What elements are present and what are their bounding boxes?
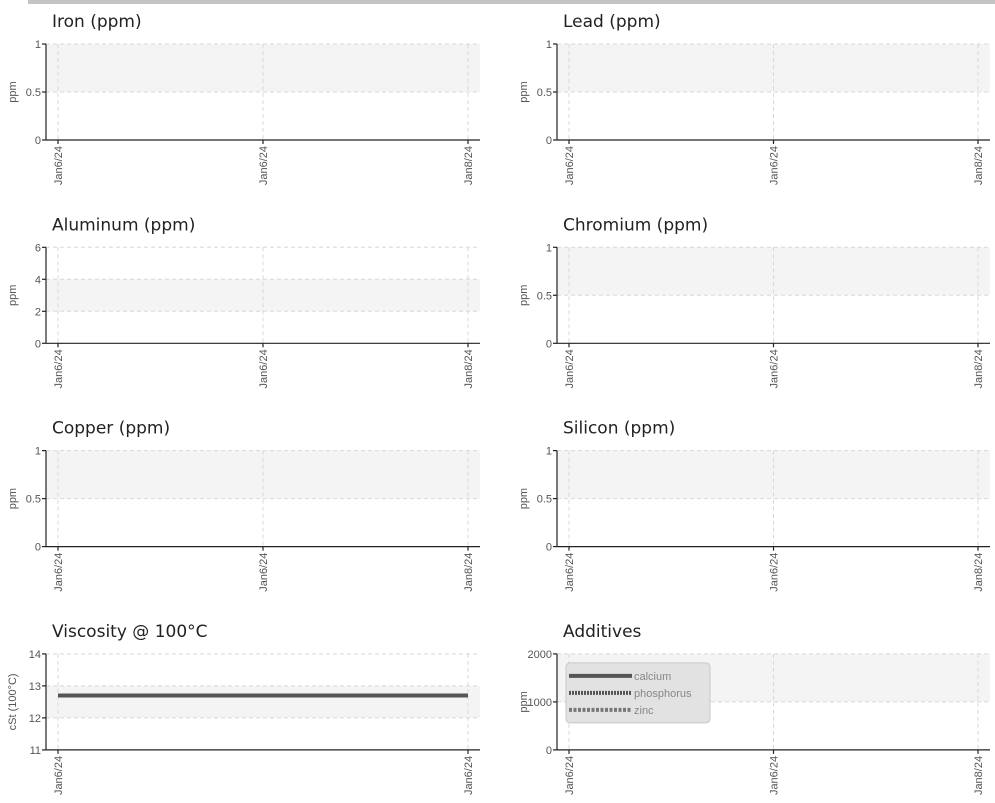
legend-label: calcium — [634, 671, 671, 683]
x-tick-label: Jan8/24 — [463, 553, 475, 592]
chart-panel: Viscosity @ 100°C 11 12 13 14 Jan6/24 Jan6/24 c… — [7, 622, 480, 795]
y-tick-label: 1 — [546, 242, 552, 254]
chart-panel: Aluminum (ppm) 0 2 4 6 Jan6/24 Jan6/24 Jan8/24 p… — [7, 215, 480, 388]
x-tick-label: Jan6/24 — [769, 553, 781, 592]
x-tick-label: Jan8/24 — [973, 756, 985, 795]
y-tick-label: 2000 — [528, 649, 552, 661]
chart-panel: Chromium (ppm) 0 0.5 1 Jan6/24 Jan6/24 Jan8/24… — [518, 215, 990, 388]
y-tick-label: 1000 — [528, 697, 552, 709]
y-tick-label: 0.5 — [537, 290, 552, 302]
x-tick-label: Jan6/24 — [564, 349, 576, 388]
y-tick-label: 13 — [29, 681, 41, 693]
x-tick-label: Jan6/24 — [258, 349, 270, 388]
x-tick-label: Jan8/24 — [973, 349, 985, 388]
chart-panel: Lead (ppm) 0 0.5 1 Jan6/24 Jan6/24 Jan8/24 ppm — [518, 12, 990, 185]
chart-title: Chromium (ppm) — [563, 215, 708, 235]
x-tick-label: Jan6/24 — [53, 349, 65, 388]
y-tick-label: 1 — [35, 39, 41, 51]
y-tick-label: 1 — [546, 39, 552, 51]
chart-title: Copper (ppm) — [52, 419, 170, 439]
chart-title: Iron (ppm) — [52, 12, 142, 32]
chart-title: Additives — [563, 622, 642, 642]
y-tick-label: 1 — [546, 446, 552, 458]
x-tick-label: Jan8/24 — [463, 349, 475, 388]
chart-title: Aluminum (ppm) — [52, 215, 195, 235]
x-tick-label: Jan6/24 — [564, 146, 576, 185]
y-tick-label: 0 — [35, 542, 41, 554]
normal-range-band — [46, 685, 480, 718]
x-tick-label: Jan6/24 — [53, 146, 65, 185]
y-tick-label: 0 — [546, 745, 552, 757]
legend-label: zinc — [634, 705, 654, 717]
y-tick-label: 11 — [30, 745, 41, 757]
x-tick-label: Jan6/24 — [564, 756, 576, 795]
x-tick-label: Jan6/24 — [463, 756, 475, 795]
y-axis-label: cSt (100°C) — [7, 673, 19, 730]
x-tick-label: Jan8/24 — [973, 146, 985, 185]
x-tick-label: Jan8/24 — [973, 553, 985, 592]
y-tick-label: 0.5 — [537, 494, 552, 506]
y-axis-label: ppm — [7, 81, 19, 102]
chart-panel: Silicon (ppm) 0 0.5 1 Jan6/24 Jan6/24 Jan8/24 p… — [518, 419, 990, 592]
y-tick-label: 14 — [29, 649, 41, 661]
y-axis-label: ppm — [518, 81, 530, 102]
top-bar — [28, 0, 995, 4]
y-axis-label: ppm — [518, 285, 530, 306]
x-tick-label: Jan6/24 — [53, 756, 65, 795]
y-tick-label: 4 — [35, 274, 41, 286]
y-axis-label: ppm — [7, 488, 19, 509]
x-tick-label: Jan6/24 — [769, 756, 781, 795]
y-tick-label: 12 — [29, 713, 41, 725]
y-tick-label: 6 — [35, 242, 41, 254]
y-tick-label: 0.5 — [26, 87, 41, 99]
chart-panel: Copper (ppm) 0 0.5 1 Jan6/24 Jan6/24 Jan8/24 pp… — [7, 419, 480, 592]
chart-title: Silicon (ppm) — [563, 419, 675, 439]
y-tick-label: 0.5 — [26, 494, 41, 506]
chart-title: Lead (ppm) — [563, 12, 661, 32]
x-tick-label: Jan6/24 — [769, 349, 781, 388]
y-tick-label: 0 — [546, 338, 552, 350]
y-axis-label: ppm — [518, 488, 530, 509]
y-tick-label: 0 — [35, 135, 41, 147]
y-tick-label: 2 — [35, 306, 41, 318]
x-tick-label: Jan6/24 — [769, 146, 781, 185]
x-tick-label: Jan6/24 — [258, 146, 270, 185]
x-tick-label: Jan8/24 — [463, 146, 475, 185]
y-axis-label: ppm — [518, 691, 530, 712]
chart-panel: Additives 0 1000 2000 Jan6/24 Jan6/24 Jan8/24 p… — [518, 622, 990, 795]
y-tick-label: 1 — [35, 446, 41, 458]
y-tick-label: 0.5 — [537, 87, 552, 99]
x-tick-label: Jan6/24 — [53, 553, 65, 592]
x-tick-label: Jan6/24 — [258, 553, 270, 592]
y-tick-label: 0 — [546, 135, 552, 147]
y-tick-label: 0 — [546, 542, 552, 554]
y-tick-label: 0 — [35, 338, 41, 350]
chart-title: Viscosity @ 100°C — [52, 622, 208, 642]
y-axis-label: ppm — [7, 285, 19, 306]
chart-panel: Iron (ppm) 0 0.5 1 Jan6/24 Jan6/24 Jan8/24 ppm — [7, 12, 480, 185]
legend-label: phosphorus — [634, 688, 692, 700]
x-tick-label: Jan6/24 — [564, 553, 576, 592]
